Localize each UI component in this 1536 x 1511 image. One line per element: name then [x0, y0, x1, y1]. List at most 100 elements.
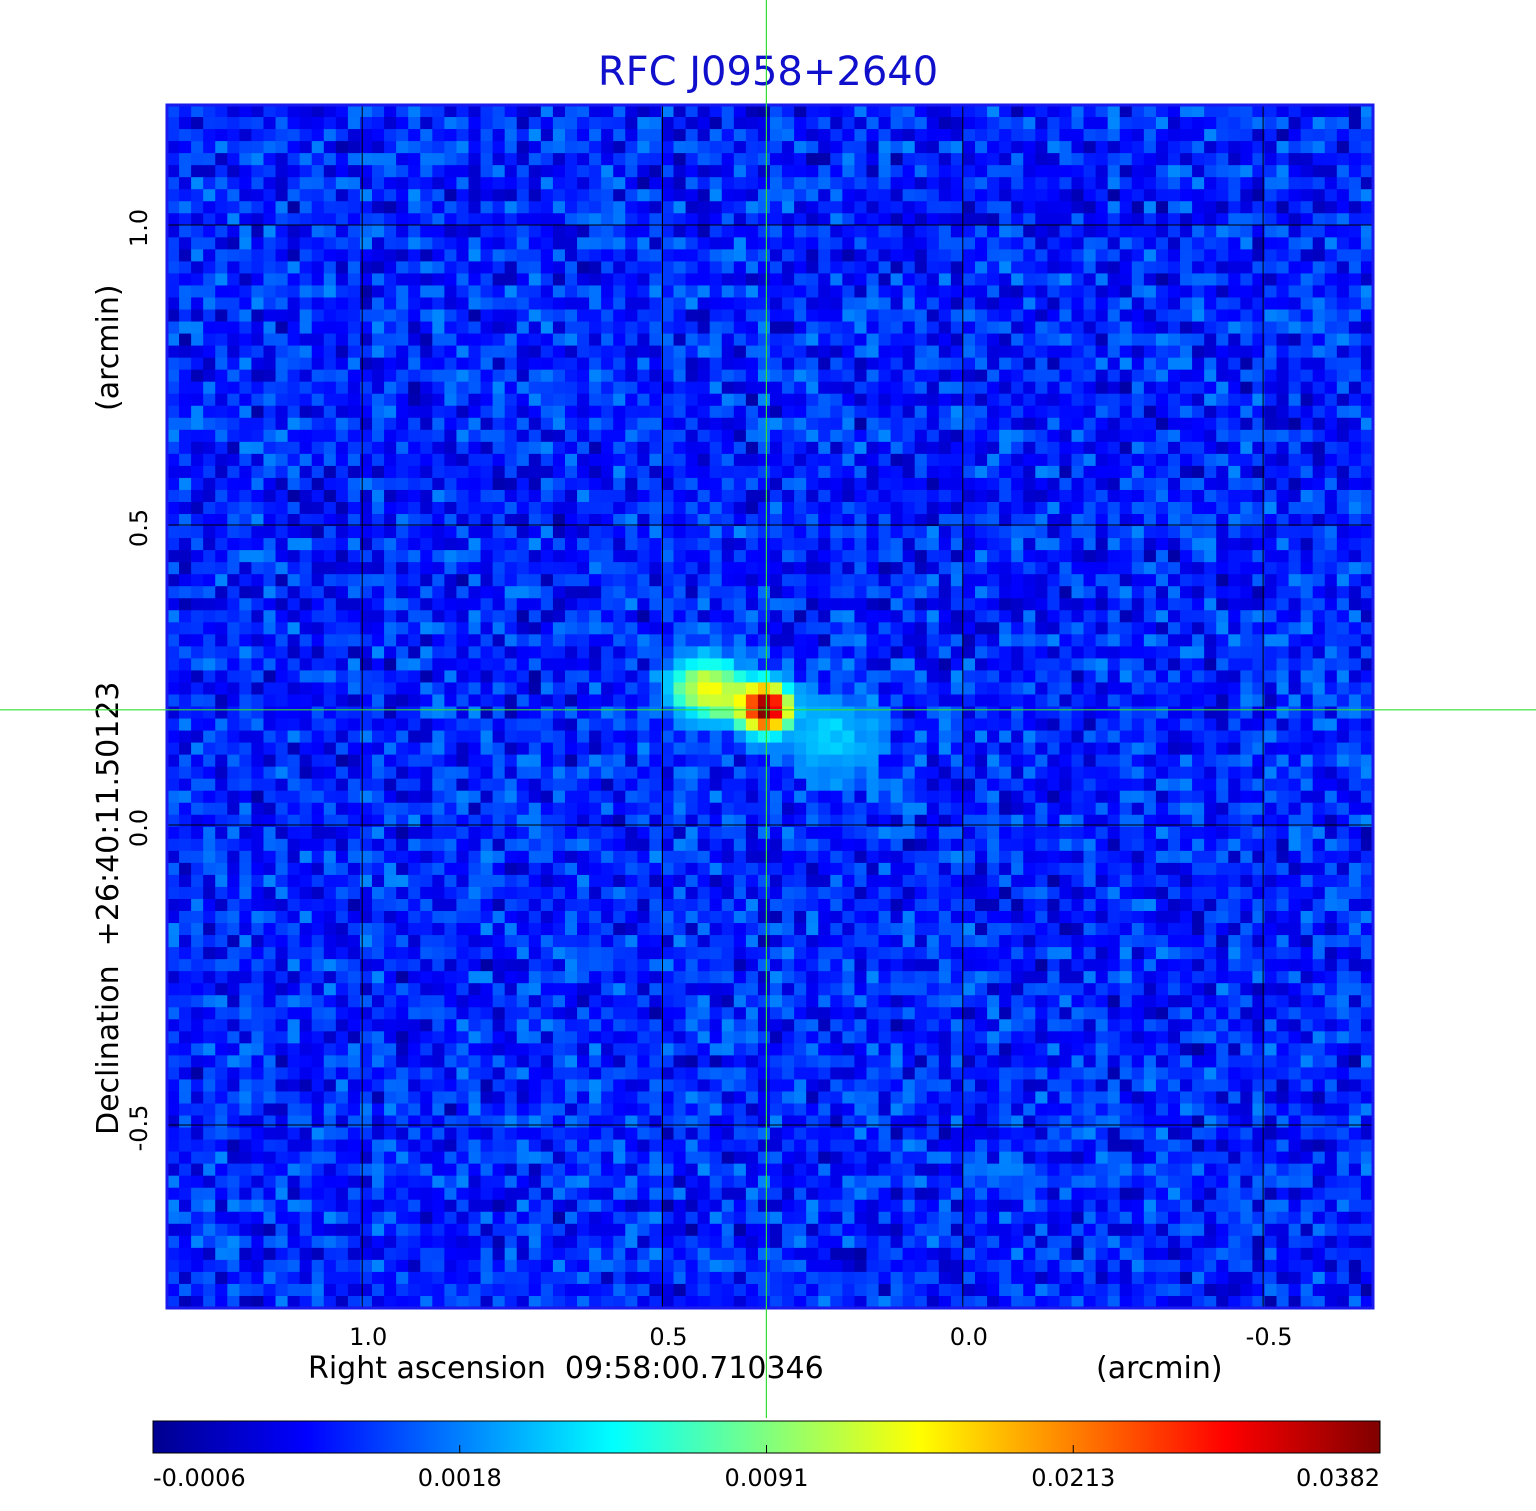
heatmap-cell: [167, 297, 180, 311]
heatmap-cell: [179, 141, 192, 154]
heatmap-cell: [347, 213, 361, 226]
heatmap-cell: [263, 959, 277, 972]
heatmap-cell: [564, 141, 578, 154]
heatmap-cell: [203, 550, 216, 563]
heatmap-cell: [384, 886, 397, 900]
heatmap-cell: [287, 417, 301, 431]
heatmap-cell: [601, 105, 614, 118]
heatmap-cell: [384, 622, 397, 635]
heatmap-cell: [432, 526, 445, 539]
heatmap-cell: [263, 874, 277, 888]
heatmap-cell: [384, 983, 397, 996]
heatmap-cell: [396, 1127, 409, 1141]
heatmap-cell: [396, 622, 409, 635]
heatmap-cell: [203, 393, 216, 407]
heatmap-cell: [745, 1163, 759, 1177]
heatmap-cell: [589, 117, 602, 130]
heatmap-cell: [203, 1151, 216, 1165]
heatmap-cell: [323, 886, 337, 900]
heatmap-cell: [661, 1007, 675, 1020]
heatmap-cell: [408, 237, 421, 250]
heatmap-cell: [673, 766, 687, 780]
heatmap-cell: [504, 1031, 518, 1044]
heatmap-cell: [540, 947, 554, 960]
heatmap-cell: [203, 297, 216, 311]
heatmap-cell: [239, 634, 253, 647]
heatmap-cell: [697, 117, 711, 130]
heatmap-cell: [661, 309, 675, 323]
heatmap-cell: [613, 850, 626, 864]
heatmap-cell: [733, 959, 747, 972]
heatmap-cell: [287, 237, 301, 250]
heatmap-cell: [492, 1259, 506, 1273]
heatmap-cell: [649, 742, 663, 756]
heatmap-cell: [335, 838, 349, 852]
heatmap-cell: [287, 129, 301, 142]
heatmap-cell: [468, 826, 482, 840]
heatmap-cell: [697, 754, 711, 768]
heatmap-cell: [408, 526, 421, 539]
heatmap-cell: [372, 718, 385, 732]
heatmap-cell: [504, 790, 518, 804]
heatmap-cell: [444, 550, 458, 563]
heatmap-cell: [275, 923, 289, 936]
heatmap-cell: [673, 213, 687, 226]
heatmap-cell: [468, 598, 482, 611]
heatmap-cell: [359, 141, 373, 154]
heatmap-cell: [263, 1139, 277, 1153]
heatmap-cell: [745, 670, 759, 684]
heatmap-cell: [263, 501, 277, 515]
heatmap-cell: [661, 201, 675, 214]
heatmap-cell: [432, 465, 445, 479]
heatmap-cell: [384, 1091, 397, 1105]
heatmap-cell: [540, 935, 554, 948]
heatmap-cell: [697, 670, 711, 684]
heatmap-cell: [492, 465, 506, 479]
heatmap-cell: [275, 1091, 289, 1105]
heatmap-cell: [504, 189, 518, 202]
heatmap-cell: [745, 1259, 759, 1273]
heatmap-cell: [311, 1199, 325, 1213]
heatmap-cell: [323, 1067, 337, 1081]
heatmap-cell: [733, 778, 747, 792]
heatmap-cell: [215, 514, 228, 527]
heatmap-cell: [480, 237, 494, 250]
heatmap-cell: [227, 598, 240, 611]
heatmap-cell: [372, 923, 385, 936]
heatmap-cell: [251, 706, 265, 720]
heatmap-cell: [227, 309, 240, 323]
heatmap-cell: [456, 778, 470, 792]
heatmap-cell: [528, 862, 542, 876]
heatmap-cell: [673, 1295, 687, 1309]
heatmap-cell: [540, 261, 554, 275]
heatmap-cell: [215, 802, 228, 816]
heatmap-cell: [733, 1271, 747, 1285]
heatmap-cell: [468, 730, 482, 744]
heatmap-cell: [432, 1259, 445, 1273]
heatmap-cell: [649, 345, 663, 359]
heatmap-cell: [697, 646, 711, 659]
heatmap-cell: [685, 670, 699, 684]
heatmap-cell: [480, 1127, 494, 1141]
heatmap-cell: [625, 213, 638, 226]
heatmap-cell: [420, 417, 433, 431]
heatmap-cell: [492, 610, 506, 623]
heatmap-cell: [384, 249, 397, 262]
heatmap-cell: [721, 718, 735, 732]
heatmap-cell: [697, 898, 711, 912]
heatmap-cell: [347, 309, 361, 323]
heatmap-cell: [299, 429, 313, 443]
heatmap-cell: [299, 357, 313, 371]
heatmap-cell: [492, 249, 506, 262]
heatmap-cell: [323, 1055, 337, 1068]
heatmap-cell: [456, 453, 470, 467]
heatmap-cell: [299, 177, 313, 190]
heatmap-cell: [456, 730, 470, 744]
heatmap-cell: [564, 261, 578, 275]
heatmap-cell: [444, 850, 458, 864]
heatmap-cell: [227, 850, 240, 864]
heatmap-cell: [564, 1079, 578, 1093]
heatmap-cell: [685, 177, 699, 190]
heatmap-cell: [745, 1151, 759, 1165]
heatmap-cell: [577, 213, 590, 226]
